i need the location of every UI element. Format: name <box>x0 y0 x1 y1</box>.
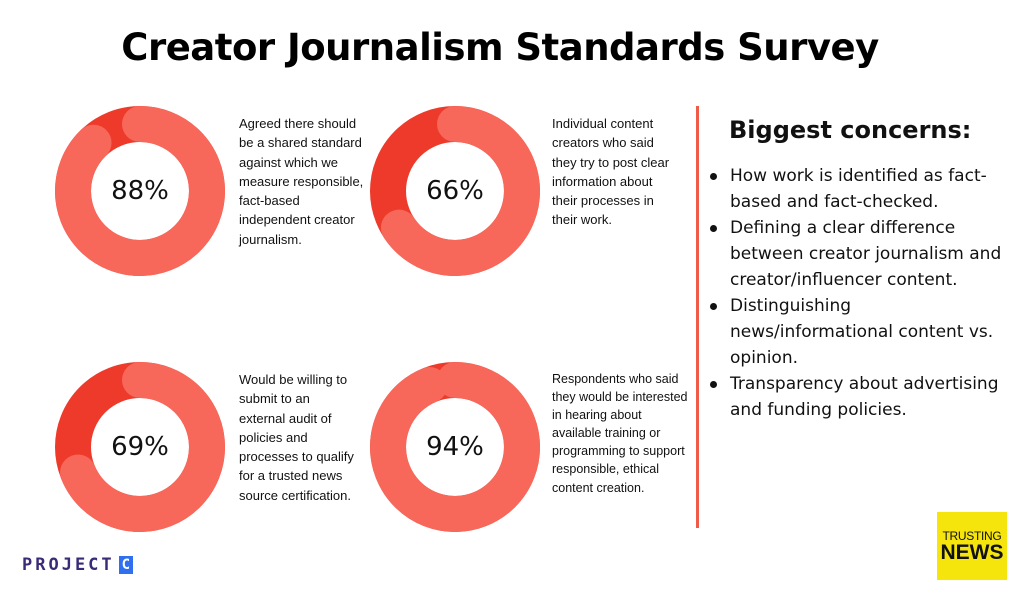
donut-chart-3: 69% <box>55 362 225 532</box>
bullet-icon <box>710 381 717 388</box>
percentage-label: 66% <box>426 176 484 206</box>
donut-value-segment <box>370 362 540 532</box>
concern-item: Distinguishing news/informational conten… <box>706 293 1011 371</box>
percentage-label: 94% <box>426 432 484 462</box>
percentage-label: 69% <box>111 432 169 462</box>
project-c-logo: PROJECT C <box>22 555 134 575</box>
trusting-news-line2: NEWS <box>940 541 1004 564</box>
bullet-icon <box>710 225 717 232</box>
bullet-icon <box>710 303 717 310</box>
trusting-news-logo: TRUSTING NEWS <box>937 512 1007 580</box>
concern-item: How work is identified as fact-based and… <box>706 163 1011 215</box>
percentage-label: 88% <box>111 176 169 206</box>
stat-description-4: Respondents who said they would be inter… <box>552 372 688 495</box>
trusting-news-line1: TRUSTING <box>942 529 1002 543</box>
stat-description-3: Would be willing to submit to an externa… <box>239 372 354 503</box>
donut-chart-2: 66% <box>370 106 540 276</box>
concerns-list: How work is identified as fact-based and… <box>706 163 1011 423</box>
donut-svg-3 <box>55 362 225 532</box>
donut-svg-4 <box>370 362 540 532</box>
stat-description-1: Agreed there should be a shared standard… <box>239 116 364 247</box>
donut-svg-1 <box>55 106 225 276</box>
donut-value-segment <box>370 106 540 276</box>
donut-chart-1: 88% <box>55 106 225 276</box>
concern-text: Transparency about advertising and fundi… <box>730 374 999 420</box>
donut-svg-2 <box>370 106 540 276</box>
project-c-letter: C <box>118 556 134 574</box>
concerns-title: Biggest concerns: <box>729 116 972 144</box>
section-divider <box>696 106 699 528</box>
concern-text: Distinguishing news/informational conten… <box>730 296 994 368</box>
donut-value-segment <box>55 106 225 276</box>
concern-text: How work is identified as fact-based and… <box>730 166 987 212</box>
donut-value-segment <box>55 362 225 532</box>
stat-description-2: Individual content creators who said the… <box>552 116 670 228</box>
donut-chart-4: 94% <box>370 362 540 532</box>
project-c-text: PROJECT <box>22 555 115 575</box>
concern-item: Transparency about advertising and fundi… <box>706 371 1011 423</box>
bullet-icon <box>710 173 717 180</box>
concern-text: Defining a clear difference between crea… <box>730 218 1002 290</box>
concern-item: Defining a clear difference between crea… <box>706 215 1011 293</box>
page-title: Creator Journalism Standards Survey <box>121 26 879 69</box>
